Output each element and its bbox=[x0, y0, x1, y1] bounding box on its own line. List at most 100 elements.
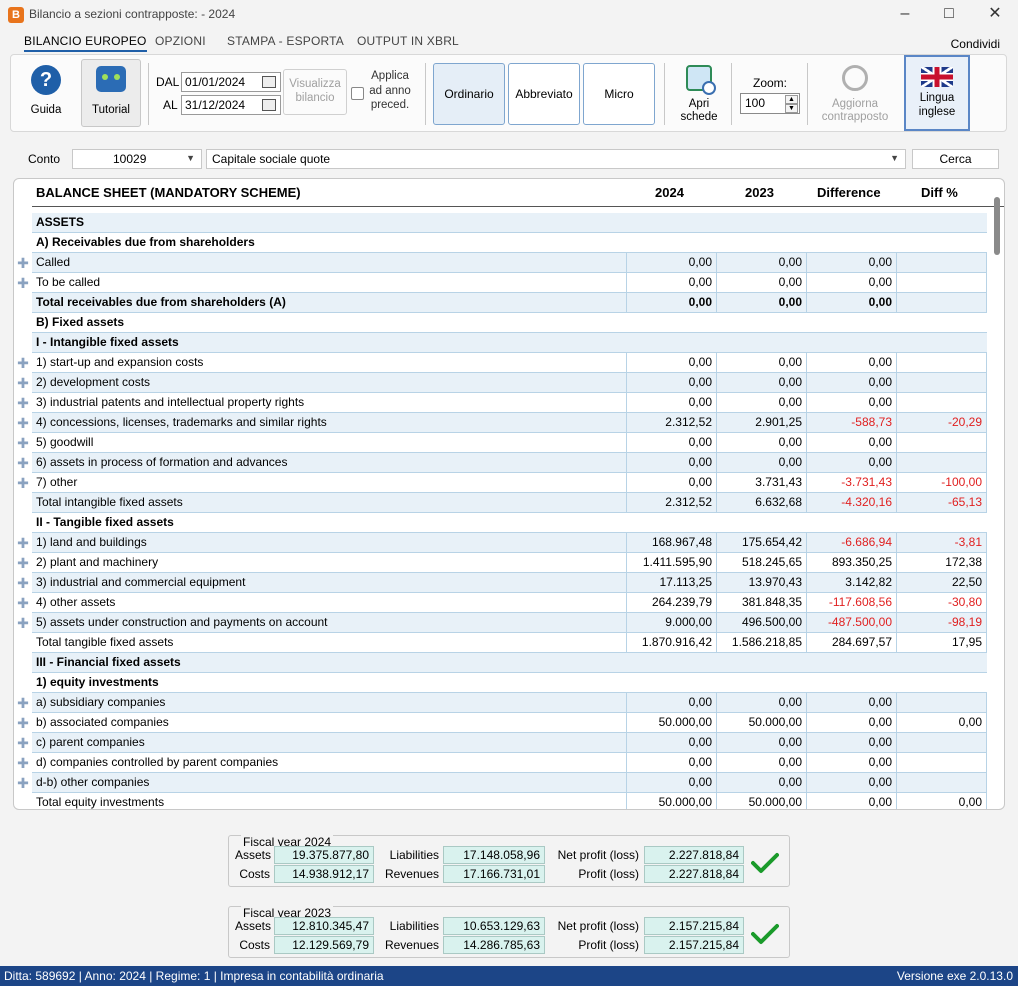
al-date-field[interactable]: 31/12/2024 bbox=[181, 95, 281, 115]
drag-handle-icon[interactable]: ✚ bbox=[17, 455, 29, 471]
table-row[interactable]: ✚ 2) development costs 0,00 0,00 0,00 bbox=[14, 373, 990, 393]
row-label: c) parent companies bbox=[32, 733, 627, 753]
table-row[interactable]: ✚ 5) goodwill 0,00 0,00 0,00 bbox=[14, 433, 990, 453]
applica-checkbox[interactable] bbox=[351, 87, 364, 100]
drag-handle-icon[interactable]: ✚ bbox=[17, 775, 29, 791]
drag-handle-icon[interactable]: ✚ bbox=[17, 435, 29, 451]
drag-handle-icon[interactable]: ✚ bbox=[17, 715, 29, 731]
calendar-icon[interactable] bbox=[262, 76, 276, 88]
table-row[interactable]: ✚ b) associated companies 50.000,00 50.000,… bbox=[14, 713, 990, 733]
value-2023: 0,00 bbox=[717, 753, 807, 773]
abbreviato-button[interactable]: Abbreviato bbox=[508, 63, 580, 125]
row-label: Total tangible fixed assets bbox=[32, 633, 627, 653]
calendar-icon[interactable] bbox=[262, 99, 276, 111]
tutorial-button[interactable]: Tutorial bbox=[81, 59, 141, 127]
table-row[interactable]: ✚ 1) start-up and expansion costs 0,00 0,00… bbox=[14, 353, 990, 373]
row-label: 5) assets under construction and payment… bbox=[32, 613, 627, 633]
drag-handle-icon[interactable]: ✚ bbox=[17, 355, 29, 371]
uk-flag-icon bbox=[921, 67, 953, 87]
drag-handle-icon[interactable]: ✚ bbox=[17, 475, 29, 491]
table-row[interactable]: ✚ 6) assets in process of formation and a… bbox=[14, 453, 990, 473]
drag-handle-icon[interactable]: ✚ bbox=[17, 535, 29, 551]
cerca-button[interactable]: Cerca bbox=[912, 149, 999, 169]
tab-bilancio-europeo[interactable]: BILANCIO EUROPEO bbox=[24, 34, 147, 52]
section-header-row[interactable]: III - Financial fixed assets bbox=[14, 653, 990, 673]
close-button[interactable]: ✕ bbox=[988, 5, 1002, 22]
table-row[interactable]: ✚ To be called 0,00 0,00 0,00 bbox=[14, 273, 990, 293]
table-row[interactable]: Total receivables due from shareholders … bbox=[14, 293, 990, 313]
drag-handle-icon[interactable]: ✚ bbox=[17, 755, 29, 771]
vertical-scrollbar[interactable] bbox=[994, 197, 1000, 255]
drag-handle-icon[interactable]: ✚ bbox=[17, 255, 29, 271]
conto-code-dropdown[interactable]: 10029 ▼ bbox=[72, 149, 202, 169]
table-row[interactable]: ✚ 4) concessions, licenses, trademarks an… bbox=[14, 413, 990, 433]
table-row[interactable]: ✚ Called 0,00 0,00 0,00 bbox=[14, 253, 990, 273]
conto-description-dropdown[interactable]: Capitale sociale quote ▼ bbox=[206, 149, 906, 169]
table-row[interactable]: ✚ 7) other 0,00 3.731,43 -3.731,43 -100,00 bbox=[14, 473, 990, 493]
spin-up-icon[interactable]: ▲ bbox=[785, 95, 798, 104]
lingua-inglese-button[interactable]: Lingua inglese bbox=[904, 55, 970, 131]
table-row[interactable]: ✚ 5) assets under construction and paymen… bbox=[14, 613, 990, 633]
table-row[interactable]: ✚ 3) industrial patents and intellectual … bbox=[14, 393, 990, 413]
dal-label: DAL bbox=[156, 75, 180, 89]
table-row[interactable]: ✚ d) companies controlled by parent compa… bbox=[14, 753, 990, 773]
table-row[interactable]: ✚ 1) land and buildings 168.967,48 175.654,… bbox=[14, 533, 990, 553]
tab-opzioni[interactable]: OPZIONI bbox=[155, 34, 206, 48]
minimize-button[interactable]: – bbox=[900, 5, 910, 22]
guida-button[interactable]: ? Guida bbox=[23, 65, 69, 116]
table-row[interactable]: ✚ 4) other assets 264.239,79 381.848,35 -117… bbox=[14, 593, 990, 613]
table-row[interactable]: Total equity investments 50.000,00 50.000,… bbox=[14, 793, 990, 809]
status-version-text: Versione exe 2.0.13.0 bbox=[896, 969, 1013, 983]
table-row[interactable]: ✚ 2) plant and machinery 1.411.595,90 518.2… bbox=[14, 553, 990, 573]
table-row[interactable]: ✚ 3) industrial and commercial equipment 1… bbox=[14, 573, 990, 593]
drag-handle-icon[interactable]: ✚ bbox=[17, 735, 29, 751]
micro-button[interactable]: Micro bbox=[583, 63, 655, 125]
tab-output-xbrl[interactable]: OUTPUT IN XBRL bbox=[357, 34, 459, 48]
costs-value: 12.129.569,79 bbox=[274, 936, 374, 954]
zoom-stepper[interactable]: 100 ▲ ▼ bbox=[740, 93, 800, 114]
value-2024: 0,00 bbox=[627, 393, 717, 413]
value-diff-percent bbox=[897, 453, 987, 473]
section-header-row[interactable]: A) Receivables due from shareholders bbox=[14, 233, 990, 253]
visualizza-bilancio-button[interactable]: Visualizza bilancio bbox=[283, 69, 347, 115]
value-2024: 264.239,79 bbox=[627, 593, 717, 613]
value-2024: 17.113,25 bbox=[627, 573, 717, 593]
section-header-row[interactable]: 1) equity investments bbox=[14, 673, 990, 693]
share-link[interactable]: Condividi bbox=[950, 37, 1000, 51]
costs-value: 14.938.912,17 bbox=[274, 865, 374, 883]
value-2023: 0,00 bbox=[717, 293, 807, 313]
value-difference: 0,00 bbox=[807, 693, 897, 713]
value-2024: 1.411.595,90 bbox=[627, 553, 717, 573]
section-header-row[interactable]: B) Fixed assets bbox=[14, 313, 990, 333]
aggiorna-label-1: Aggiorna bbox=[831, 98, 879, 110]
value-difference: -588,73 bbox=[807, 413, 897, 433]
check-icon bbox=[751, 924, 779, 944]
drag-handle-icon[interactable]: ✚ bbox=[17, 375, 29, 391]
table-row[interactable]: ✚ a) subsidiary companies 0,00 0,00 0,00 bbox=[14, 693, 990, 713]
ordinario-button[interactable]: Ordinario bbox=[433, 63, 505, 125]
tab-stampa-esporta[interactable]: STAMPA - ESPORTA bbox=[227, 34, 345, 48]
drag-handle-icon[interactable]: ✚ bbox=[17, 555, 29, 571]
drag-handle-icon[interactable]: ✚ bbox=[17, 595, 29, 611]
section-header-row[interactable]: II - Tangible fixed assets bbox=[14, 513, 990, 533]
section-header-row[interactable]: I - Intangible fixed assets bbox=[14, 333, 990, 353]
value-2024: 168.967,48 bbox=[627, 533, 717, 553]
apri-schede-button[interactable]: Apri schede bbox=[671, 65, 727, 124]
drag-handle-icon[interactable]: ✚ bbox=[17, 695, 29, 711]
balance-sheet-grid: BALANCE SHEET (MANDATORY SCHEME) 2024 20… bbox=[13, 178, 1005, 810]
drag-handle-icon[interactable]: ✚ bbox=[17, 415, 29, 431]
table-row[interactable]: Total tangible fixed assets 1.870.916,42 1… bbox=[14, 633, 990, 653]
spin-down-icon[interactable]: ▼ bbox=[785, 104, 798, 113]
drag-handle-icon[interactable]: ✚ bbox=[17, 275, 29, 291]
table-row[interactable]: ✚ c) parent companies 0,00 0,00 0,00 bbox=[14, 733, 990, 753]
drag-handle-icon[interactable]: ✚ bbox=[17, 395, 29, 411]
column-header-difference: Difference bbox=[817, 185, 881, 200]
aggiorna-contrapposto-button[interactable]: Aggiorna contrapposto bbox=[815, 65, 895, 124]
drag-handle-icon[interactable]: ✚ bbox=[17, 615, 29, 631]
maximize-button[interactable]: □ bbox=[944, 5, 954, 22]
table-row[interactable]: ✚ d-b) other companies 0,00 0,00 0,00 bbox=[14, 773, 990, 793]
section-header-row[interactable]: ASSETS bbox=[14, 213, 990, 233]
drag-handle-icon[interactable]: ✚ bbox=[17, 575, 29, 591]
table-row[interactable]: Total intangible fixed assets 2.312,52 6.6… bbox=[14, 493, 990, 513]
dal-date-field[interactable]: 01/01/2024 bbox=[181, 72, 281, 92]
